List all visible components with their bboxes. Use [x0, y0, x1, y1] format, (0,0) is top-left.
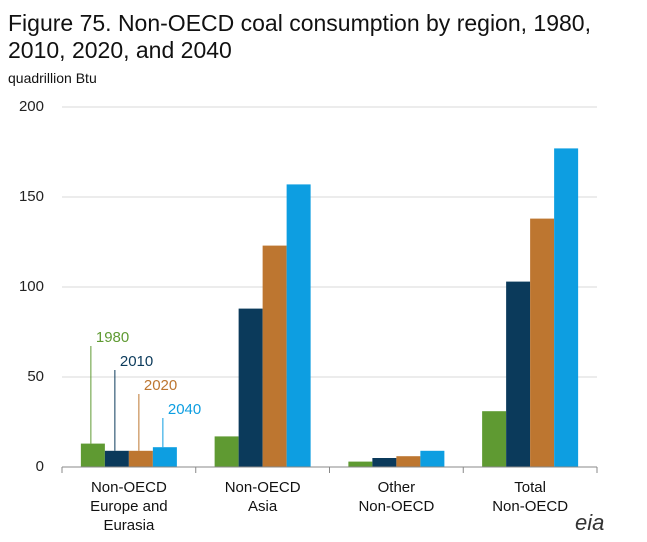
bar	[80, 443, 105, 467]
legend-label: 2020	[144, 377, 177, 394]
bar	[396, 456, 421, 467]
x-tick-label: Non-OECD Europe and Eurasia	[90, 479, 168, 534]
bar	[104, 450, 129, 467]
y-tick-label: 150	[19, 188, 44, 205]
y-tick-label: 50	[27, 368, 44, 385]
chart-subtitle: quadrillion Btu	[8, 70, 97, 86]
y-tick-label: 100	[19, 278, 44, 295]
chart-title: Figure 75. Non-OECD coal consumption by …	[8, 10, 591, 63]
bar	[506, 281, 531, 467]
bar	[286, 184, 311, 467]
y-tick-label: 0	[36, 458, 44, 475]
legend-label: 2040	[168, 401, 201, 418]
logo: eia	[575, 510, 605, 535]
legend-label: 2010	[120, 353, 153, 370]
y-tick-label: 200	[19, 98, 44, 115]
bar	[372, 458, 397, 467]
bar	[482, 411, 507, 467]
bar	[262, 245, 287, 467]
bar	[214, 436, 239, 467]
bar	[554, 148, 579, 467]
bar	[348, 461, 373, 467]
x-tick-label: Other Non-OECD	[358, 479, 435, 515]
x-tick-label: Non-OECD Asia	[224, 479, 301, 515]
bar	[152, 447, 177, 467]
x-tick-label: Total Non-OECD	[492, 479, 569, 515]
bar	[238, 308, 263, 467]
bar	[530, 218, 555, 467]
bar	[420, 450, 445, 467]
bar	[128, 450, 153, 467]
legend-label: 1980	[96, 329, 129, 346]
